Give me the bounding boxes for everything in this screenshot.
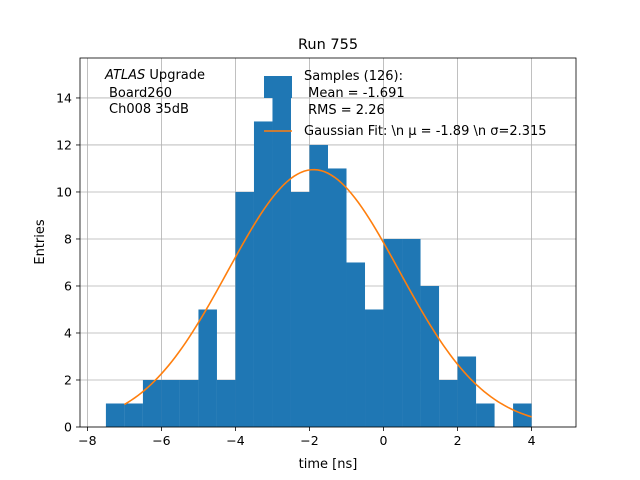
histogram-bar [309,144,328,427]
y-axis-ticks: 0 2 4 6 8 10 12 14 [56,90,80,435]
y-tick-label: 14 [56,90,72,105]
gaussian-fit [124,168,532,418]
y-axis-label: Entries [33,219,48,265]
histogram-bar [161,379,180,427]
annotation-line-3: Ch008 35dB [109,102,189,117]
chart-title: Run 755 [298,37,358,53]
y-tick-label: 8 [64,231,72,246]
histogram-bars [105,97,532,428]
histogram-bar [513,403,532,427]
upgrade-label: Upgrade [149,68,205,83]
histogram-bar [476,403,495,427]
y-tick-label: 12 [56,137,72,152]
histogram-bar [365,309,384,427]
histogram-bar [105,403,125,427]
histogram-bar [272,97,291,427]
y-tick-label: 10 [56,184,72,199]
plot-frame [79,57,577,428]
histogram-bar [402,238,421,427]
legend-fit-label: Gaussian Fit: \n μ = -1.89 \n σ=2.315 [304,124,547,139]
histogram-bar [383,238,403,427]
annotation-line-1: ATLAS Upgrade [104,68,205,83]
histogram-bar [457,356,477,427]
x-tick-label: −6 [152,433,170,448]
x-tick-label: −2 [300,433,318,448]
histogram-bar [235,191,254,427]
gaussian-fit-line [124,168,532,418]
histogram-bar [290,191,310,427]
legend-hist-line-1: Samples (126): [304,69,403,84]
histogram-bar [420,285,440,427]
histogram-bar [328,168,347,427]
histogram-bar [216,379,236,427]
annotation-text: ATLAS Upgrade Board260 Ch008 35dB [104,68,205,117]
x-tick-label: 4 [528,433,536,448]
x-tick-label: 2 [454,433,462,448]
histogram-bar [439,379,458,427]
annotation-line-2: Board260 [109,86,172,101]
x-tick-label: −8 [78,433,96,448]
legend-hist-line-3: RMS = 2.26 [304,103,385,118]
x-tick-label: −4 [226,433,244,448]
histogram-bar [124,403,143,427]
histogram-bar [142,379,162,427]
y-tick-label: 0 [64,420,72,435]
y-tick-label: 2 [64,372,72,387]
legend-hist-swatch [264,76,292,98]
histogram-bar [253,121,273,428]
legend: Samples (126): Mean = -1.691 RMS = 2.26 … [264,69,547,139]
atlas-label: ATLAS [104,68,145,83]
y-tick-label: 6 [64,278,72,293]
x-tick-label: 0 [380,433,388,448]
legend-hist-line-2: Mean = -1.691 [304,86,405,101]
histogram-bar [179,379,199,427]
y-tick-label: 4 [64,325,72,340]
histogram-bar [346,262,366,427]
histogram-bar [198,309,217,427]
x-axis-label: time [ns] [299,457,358,472]
x-axis-ticks: −8 −6 −4 −2 0 2 4 [78,427,536,448]
